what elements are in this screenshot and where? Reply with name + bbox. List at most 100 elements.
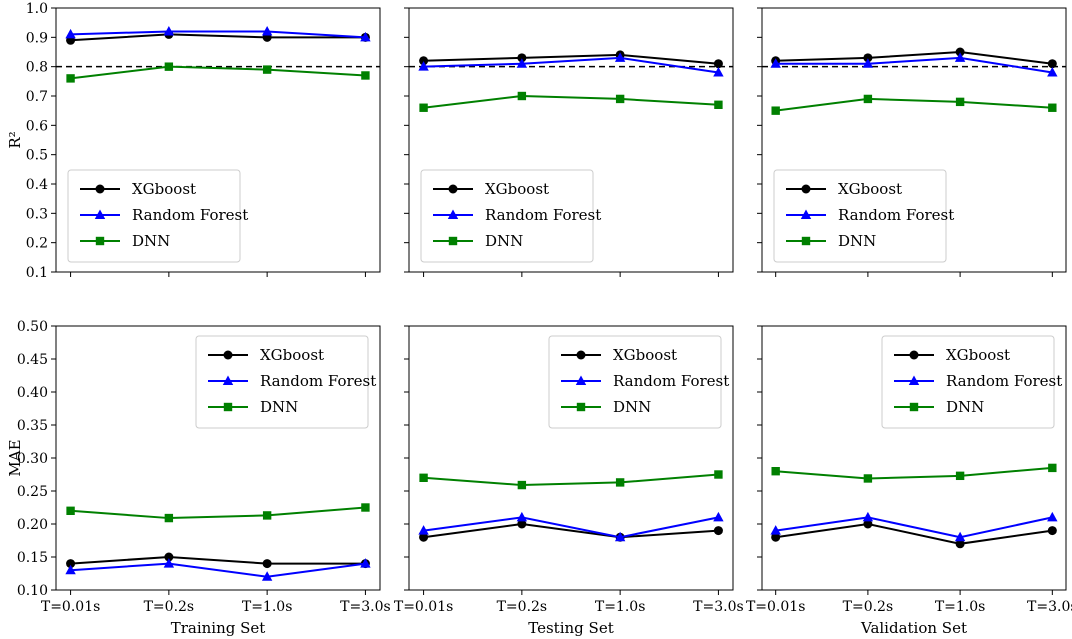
plot-frame (55, 7, 381, 273)
panel-mae-validation: T=0.01s T=0.2s T=1.0s T=3.0s Validation Set X… (746, 325, 1072, 637)
panel-mae-testing: T=0.01s T=0.2s T=1.0s T=3.0s Testing Set XGbo… (394, 325, 744, 637)
panel-r2-validation: XGboost Random Forest DNN (757, 7, 1067, 277)
data-point (1047, 511, 1058, 522)
series-xgboost (771, 519, 1057, 549)
data-point (771, 467, 780, 476)
y-tick-label: 0.25 (17, 484, 48, 500)
series-xgboost (419, 50, 723, 69)
series-dnn (419, 91, 723, 112)
y-tick-label: 0.30 (17, 451, 48, 467)
series-line (775, 466, 1053, 480)
data-point (163, 558, 175, 568)
data-point (164, 513, 174, 523)
series-line (70, 30, 366, 39)
series-random-forest (418, 52, 724, 77)
data-point (516, 511, 528, 522)
series-dnn (66, 503, 370, 523)
data-point (1047, 67, 1058, 77)
series-xgboost (419, 519, 723, 542)
x-axis-title: Testing Set (528, 619, 613, 637)
y-axis-title: MAE (6, 439, 24, 476)
legend-marker (800, 209, 812, 219)
data-point (361, 71, 370, 80)
x-tick-label: T=0.2s (843, 599, 894, 615)
legend-label: Random Forest (838, 206, 954, 224)
series-random-forest (418, 511, 724, 542)
legend-box (195, 335, 369, 429)
series-random-forest (770, 52, 1058, 77)
series-line (423, 522, 719, 539)
legend-marker (801, 236, 811, 246)
legend-label: DNN (838, 232, 876, 250)
legend: XGboost Random Forest DNN (881, 335, 1062, 429)
legend-label: XGboost (838, 180, 902, 198)
data-point (419, 473, 428, 482)
data-point (261, 571, 273, 581)
series-line (775, 516, 1053, 539)
data-point (615, 94, 625, 104)
x-tick-label: T=3.0s (1027, 599, 1072, 615)
y-tick-label: 0.5 (26, 148, 48, 164)
series-random-forest (65, 25, 371, 42)
panel-r2-testing: XGboost Random Forest DNN (404, 7, 734, 277)
legend-marker (576, 402, 586, 412)
data-point (418, 525, 429, 535)
legend-box (881, 335, 1055, 429)
legend-label: Random Forest (132, 206, 248, 224)
data-point (360, 558, 371, 568)
data-point (714, 470, 723, 479)
legend-marker (223, 402, 233, 412)
data-point (862, 58, 874, 68)
data-point (713, 526, 723, 536)
series-xgboost (771, 47, 1057, 69)
y-tick-label: 0.50 (17, 319, 48, 335)
x-tick-label: T=3.0s (340, 599, 391, 615)
legend: XGboost Random Forest DNN (773, 169, 954, 263)
x-tick-label: T=1.0s (935, 599, 986, 615)
data-point (955, 471, 965, 481)
y-tick-label: 0.9 (26, 30, 48, 46)
legend-label: DNN (132, 232, 170, 250)
x-tick-label: T=1.0s (242, 599, 293, 615)
legend-marker (223, 350, 233, 360)
plot-frame (408, 7, 734, 273)
data-point (164, 62, 174, 71)
series-line (775, 97, 1053, 112)
data-point (66, 559, 76, 569)
series-line (70, 65, 366, 80)
legend-label: XGboost (485, 180, 549, 198)
series-line (423, 516, 719, 539)
legend-label: Random Forest (613, 372, 729, 390)
series-line (70, 33, 366, 42)
data-point (163, 25, 175, 36)
data-point (614, 531, 626, 542)
data-point (164, 552, 174, 562)
data-point (66, 74, 75, 83)
legend-marker (909, 402, 919, 412)
y-tick-label: 0.40 (17, 385, 48, 401)
data-point (1048, 103, 1057, 112)
series-dnn (66, 62, 370, 83)
data-point (66, 506, 75, 515)
x-tick-label: T=0.01s (41, 599, 100, 615)
series-line (423, 473, 719, 487)
data-point (1048, 463, 1057, 473)
legend-marker (95, 184, 105, 194)
data-point (863, 53, 873, 63)
series-line (70, 506, 366, 520)
series-line (70, 562, 366, 578)
y-tick-label: 0.1 (26, 265, 48, 281)
legend-marker (448, 236, 458, 246)
plot-frame (761, 7, 1067, 273)
data-point (1047, 526, 1057, 536)
data-point (262, 65, 272, 74)
series-random-forest (65, 558, 371, 581)
data-point (771, 106, 780, 115)
legend-label: DNN (485, 232, 523, 250)
legend-marker (448, 184, 458, 194)
data-point (863, 519, 873, 529)
y-axis-title: R² (6, 131, 24, 148)
series-line (775, 56, 1053, 74)
legend-marker (801, 184, 811, 194)
y-tick-label: 0.45 (17, 352, 48, 368)
